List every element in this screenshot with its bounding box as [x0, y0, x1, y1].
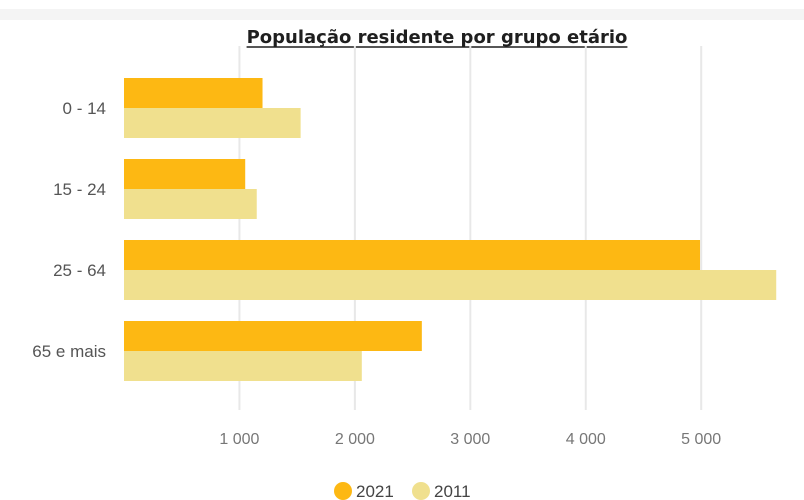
legend-label: 2011 [434, 482, 471, 500]
x-tick-label: 5 000 [681, 431, 721, 448]
legend-swatch [412, 482, 430, 500]
x-tick-label: 1 000 [219, 431, 259, 448]
bar-2011-3[interactable] [124, 351, 362, 381]
bar-2011-2[interactable] [124, 270, 777, 300]
category-label: 65 e mais [32, 342, 106, 361]
chart-title: População residente por grupo etário [247, 27, 628, 48]
bar-2021-3[interactable] [124, 321, 422, 351]
bar-2011-1[interactable] [124, 189, 257, 219]
legend-label: 2021 [356, 482, 394, 500]
x-tick-label: 2 000 [335, 431, 375, 448]
legend-item-2011[interactable]: 2011 [412, 482, 471, 500]
bar-2021-2[interactable] [124, 240, 701, 270]
legend[interactable]: 2021 2011 [334, 482, 471, 500]
bar-2021-0[interactable] [124, 78, 263, 108]
category-labels: 0 - 14 15 - 24 25 - 64 65 e mais [32, 99, 106, 361]
legend-item-2021[interactable]: 2021 [334, 482, 394, 500]
bars [124, 78, 777, 381]
legend-swatch [334, 482, 352, 500]
x-tick-labels: 1 000 2 000 3 000 4 000 5 000 [219, 431, 721, 448]
top-strip [0, 9, 804, 20]
category-label: 0 - 14 [63, 99, 106, 118]
category-label: 25 - 64 [53, 261, 106, 280]
x-tick-label: 4 000 [566, 431, 606, 448]
bar-2011-0[interactable] [124, 108, 301, 138]
x-tick-label: 3 000 [450, 431, 490, 448]
bar-2021-1[interactable] [124, 159, 246, 189]
category-label: 15 - 24 [53, 180, 106, 199]
